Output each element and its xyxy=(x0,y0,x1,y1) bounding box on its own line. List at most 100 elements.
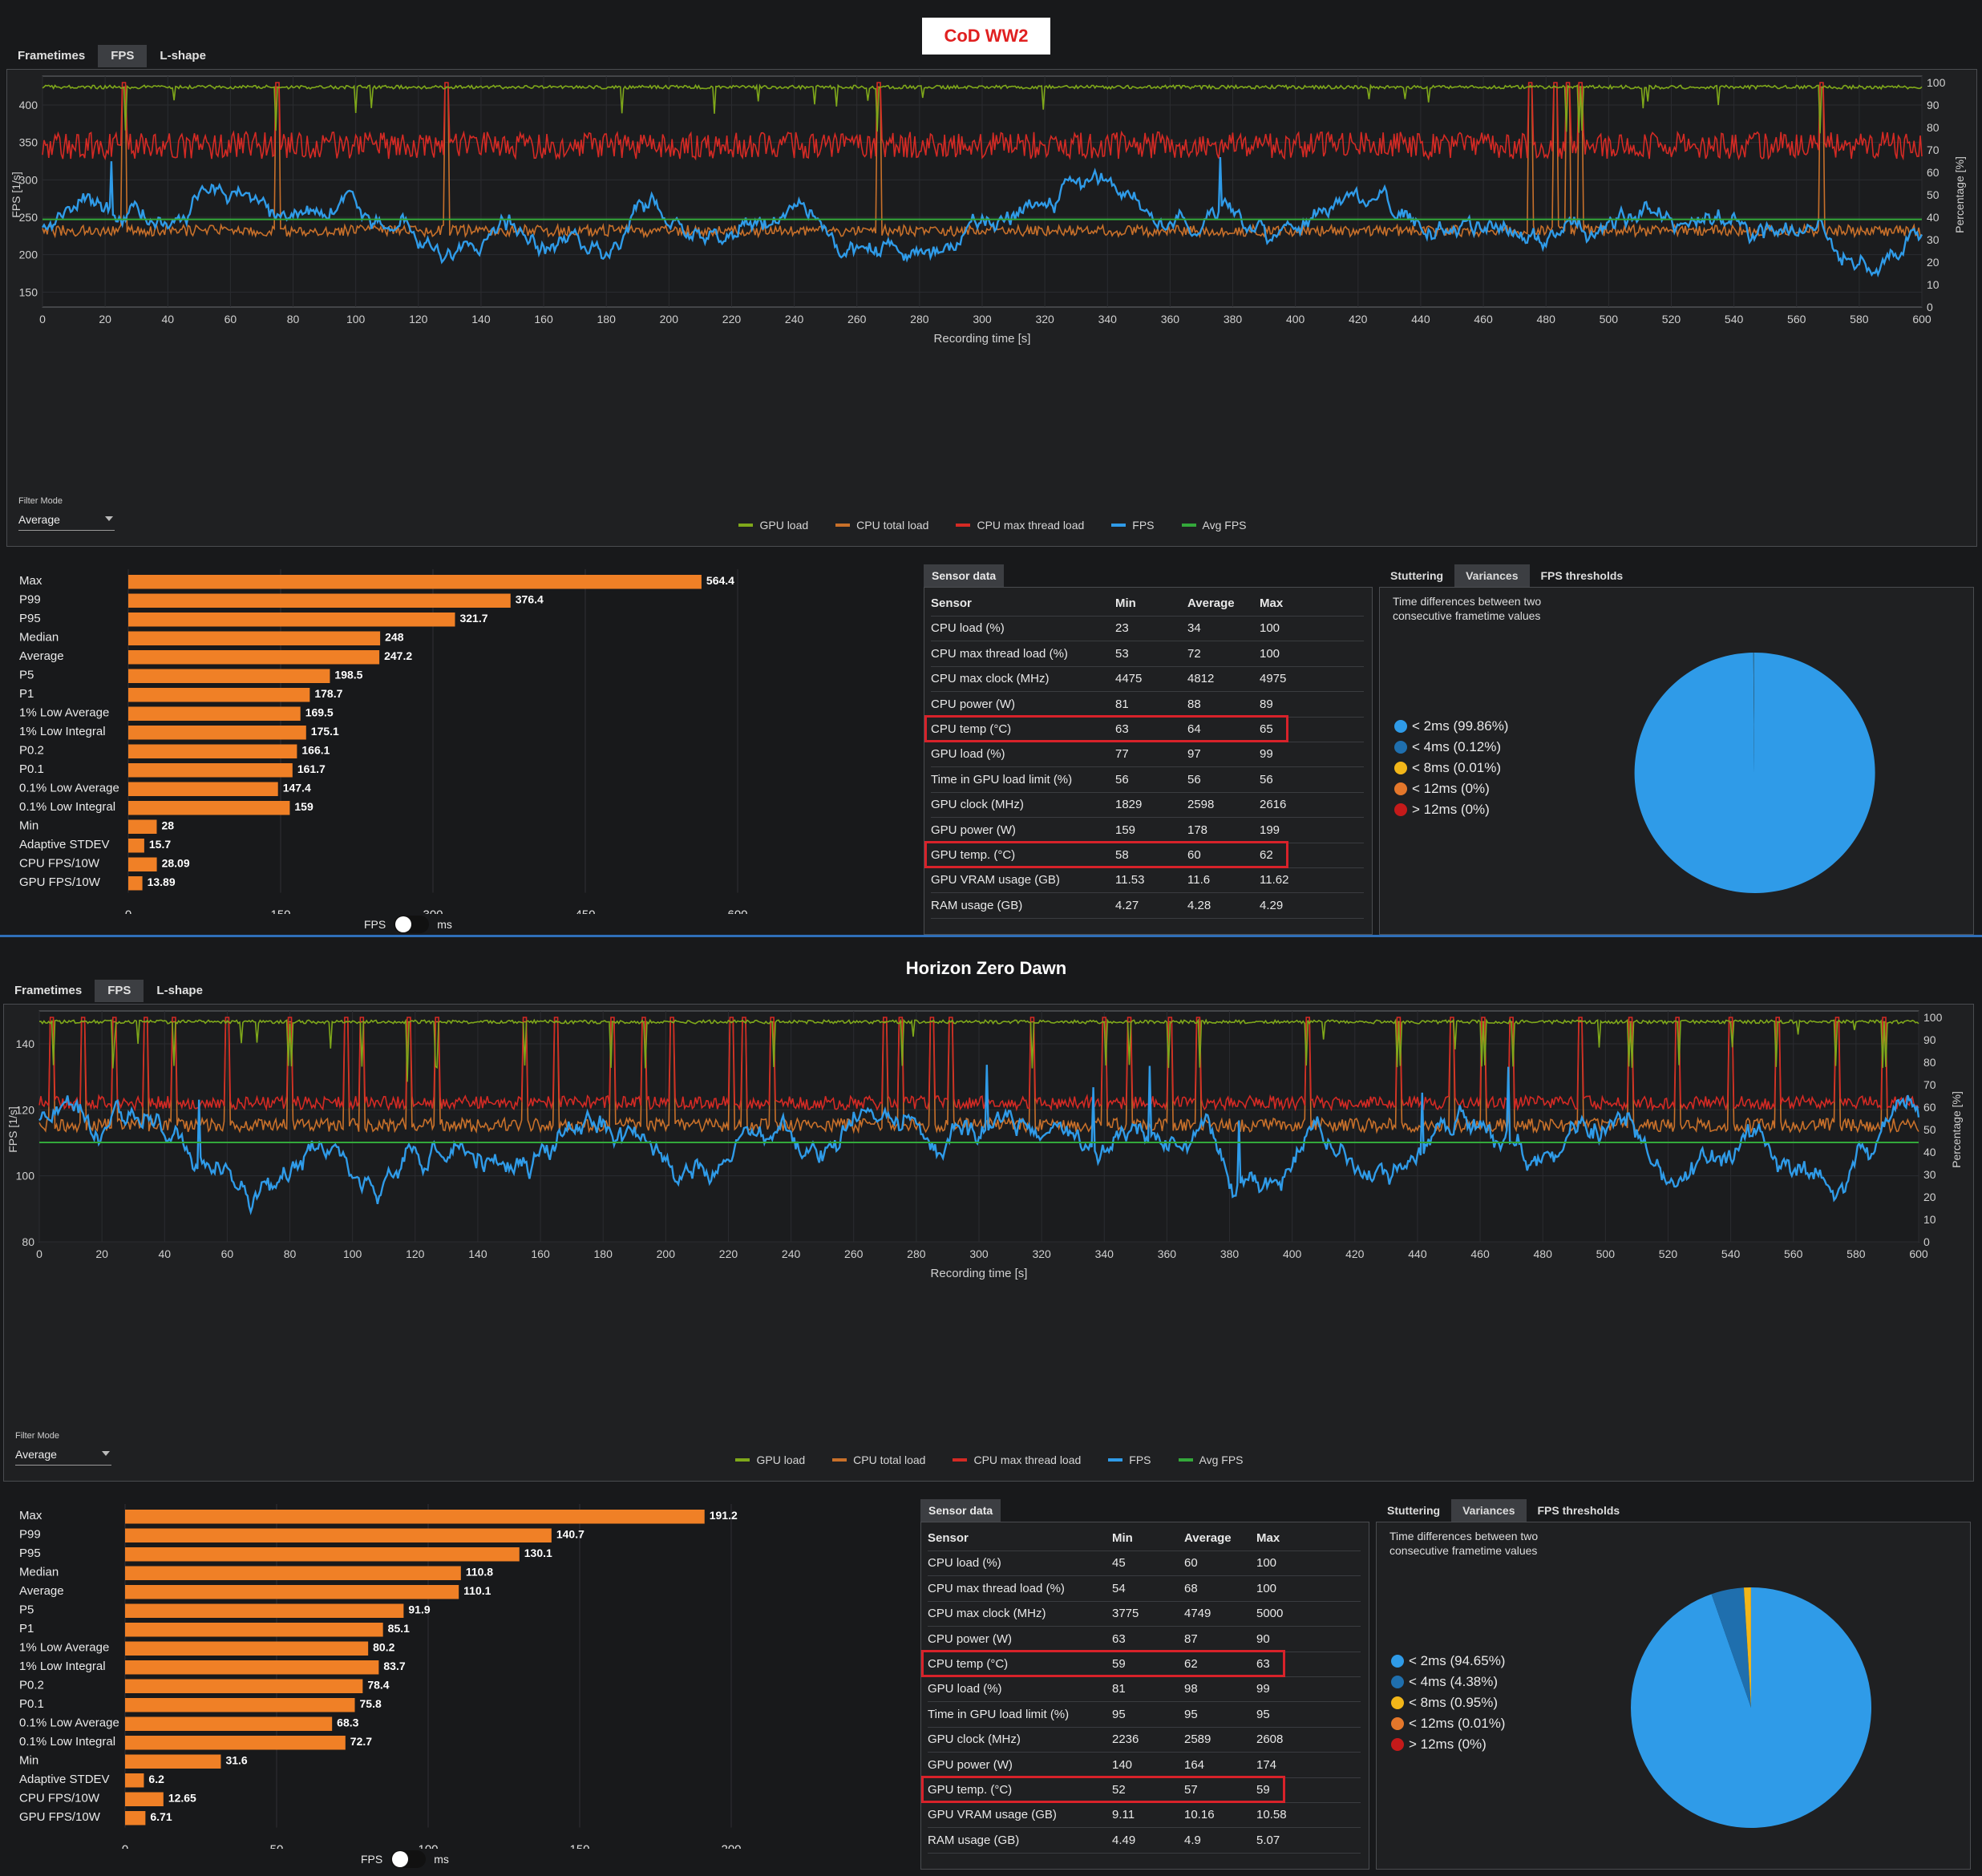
filter-mode-select[interactable]: Average xyxy=(15,1444,111,1466)
x-tick-label: 220 xyxy=(719,1247,738,1260)
stat-bar xyxy=(125,1547,520,1562)
legend-swatch xyxy=(953,1458,968,1462)
tab-l-shape[interactable]: L-shape xyxy=(156,984,203,997)
legend-cpu-total-load[interactable]: CPU total load xyxy=(835,519,928,532)
legend-swatch xyxy=(735,1458,750,1462)
stat-bar xyxy=(125,1641,369,1656)
tab-frametimes[interactable]: Frametimes xyxy=(14,984,83,997)
legend-avg-fps[interactable]: Avg FPS xyxy=(1178,1453,1244,1466)
chevron-down-icon xyxy=(105,516,113,521)
pie-legend-label: < 8ms (0.95%) xyxy=(1409,1695,1499,1710)
sensor-max: 62 xyxy=(1260,848,1273,862)
stat-label: CPU FPS/10W xyxy=(19,1792,100,1805)
x-tick-label: 200 xyxy=(660,313,679,325)
x-tick-label: 180 xyxy=(597,313,617,325)
legend-cpu-max-thread-load[interactable]: CPU max thread load xyxy=(956,519,1084,532)
stat-bar xyxy=(128,726,306,740)
sensor-average: 60 xyxy=(1184,1556,1198,1571)
x-tick-label: 320 xyxy=(1032,1247,1051,1260)
x-tick-label: 380 xyxy=(1224,313,1243,325)
x-tick-label: 360 xyxy=(1161,313,1180,325)
tab-fps[interactable]: FPS xyxy=(95,980,144,1002)
pie-legend-item: > 12ms (0%) xyxy=(1394,799,1508,820)
y-tick-label: 140 xyxy=(16,1037,35,1050)
tab-fps-thresholds[interactable]: FPS thresholds xyxy=(1537,1504,1620,1517)
sensor-row: CPU power (W) 81 88 89 xyxy=(931,692,1364,718)
sensor-max: 99 xyxy=(1256,1682,1270,1696)
x-tick-label: 340 xyxy=(1098,313,1118,325)
sensor-table: Sensor Min Average Max CPU load (%) 23 34 100 CP… xyxy=(924,587,1373,935)
pie-legend-label: < 12ms (0%) xyxy=(1412,781,1490,796)
legend-fps[interactable]: FPS xyxy=(1111,519,1155,532)
x-tick-label: 0 xyxy=(39,313,46,325)
stat-value: 75.8 xyxy=(360,1697,382,1710)
tab-sensor-data[interactable]: Sensor data xyxy=(920,1499,1001,1522)
filter-mode-select[interactable]: Average xyxy=(18,509,115,531)
sensor-name: GPU temp. (°C) xyxy=(931,848,1016,862)
x-tick-label: 120 xyxy=(406,1247,425,1260)
sensor-name: RAM usage (GB) xyxy=(928,1833,1020,1847)
toggle-switch[interactable] xyxy=(390,1850,427,1868)
x-tick-label: 200 xyxy=(657,1247,676,1260)
legend-gpu-load[interactable]: GPU load xyxy=(738,519,808,532)
stat-bar xyxy=(125,1716,333,1731)
legend-label: Avg FPS xyxy=(1199,1453,1244,1466)
legend-cpu-total-load[interactable]: CPU total load xyxy=(832,1453,925,1466)
legend-fps[interactable]: FPS xyxy=(1108,1453,1151,1466)
stat-bar xyxy=(125,1679,363,1693)
chevron-down-icon xyxy=(102,1451,110,1456)
pie-slice xyxy=(1743,1587,1751,1708)
x-tick-label: 600 xyxy=(1912,313,1931,325)
stats-section: 0 50 100 150 200 Max 191.2 P99 140.7 P95 130.1 Medi… xyxy=(0,1496,1982,1870)
stat-label: 1% Low Average xyxy=(19,1641,109,1655)
tab-variances[interactable]: Variances xyxy=(1451,1499,1527,1522)
legend-gpu-load[interactable]: GPU load xyxy=(735,1453,805,1466)
fps-ms-toggle[interactable]: FPS ms xyxy=(364,916,452,933)
stats-bar-chart: 0 150 300 450 600 Max 564.4 P99 376.4 P95 321.7 Med… xyxy=(19,569,748,914)
legend-avg-fps[interactable]: Avg FPS xyxy=(1181,519,1247,532)
tab-l-shape[interactable]: L-shape xyxy=(160,49,206,63)
x-tick-label: 400 xyxy=(1283,1247,1302,1260)
sensor-average: 34 xyxy=(1187,621,1201,636)
stats-section: 0 150 300 450 600 Max 564.4 P99 376.4 P95 321.7 Med… xyxy=(0,561,1982,935)
stat-bar xyxy=(128,876,143,891)
sensor-average: 97 xyxy=(1187,747,1201,762)
legend-label: CPU total load xyxy=(856,519,929,532)
sensor-name: CPU power (W) xyxy=(931,697,1016,711)
stat-value: 68.3 xyxy=(337,1716,358,1729)
series-cpu-max-thread-load xyxy=(42,82,1923,161)
pie-legend-label: < 2ms (99.86%) xyxy=(1412,718,1509,734)
stat-value: 247.2 xyxy=(384,649,412,662)
x-tick-label: 440 xyxy=(1411,313,1430,325)
tab-sensor-data[interactable]: Sensor data xyxy=(924,564,1005,587)
stat-value: 110.1 xyxy=(463,1584,491,1597)
y2-tick-label: 30 xyxy=(1923,1168,1936,1181)
fps-ms-toggle[interactable]: FPS ms xyxy=(361,1850,449,1868)
sensor-max: 95 xyxy=(1256,1707,1270,1721)
sensor-average: 2598 xyxy=(1187,798,1215,812)
tab-variances[interactable]: Variances xyxy=(1454,564,1530,587)
y2-tick-label: 80 xyxy=(1927,121,1940,134)
stat-bar xyxy=(128,819,157,834)
sensor-min: 56 xyxy=(1115,772,1129,786)
sensor-average: 98 xyxy=(1184,1682,1198,1696)
tab-stuttering[interactable]: Stuttering xyxy=(1390,569,1444,582)
tab-frametimes[interactable]: Frametimes xyxy=(18,49,86,63)
toggle-switch[interactable] xyxy=(394,916,430,933)
variances-panel: Time differences between two consecutive… xyxy=(1376,1522,1971,1870)
view-tabs: Frametimes FPS L-shape xyxy=(2,980,216,1002)
sensor-min: 53 xyxy=(1115,646,1129,661)
y2-tick-label: 100 xyxy=(1927,76,1946,89)
x-tick-label: 280 xyxy=(907,1247,926,1260)
sensor-average: 87 xyxy=(1184,1631,1198,1646)
legend-swatch xyxy=(1108,1458,1123,1462)
sensor-min: 4.27 xyxy=(1115,898,1139,912)
x-tick-label: 240 xyxy=(785,313,804,325)
stat-value: 248 xyxy=(385,631,404,644)
legend-cpu-max-thread-load[interactable]: CPU max thread load xyxy=(953,1453,1081,1466)
tab-fps-thresholds[interactable]: FPS thresholds xyxy=(1540,569,1624,582)
tab-fps[interactable]: FPS xyxy=(98,45,148,67)
stat-bar xyxy=(128,613,455,627)
tab-stuttering[interactable]: Stuttering xyxy=(1387,1504,1441,1517)
sensor-average: 56 xyxy=(1187,772,1201,786)
